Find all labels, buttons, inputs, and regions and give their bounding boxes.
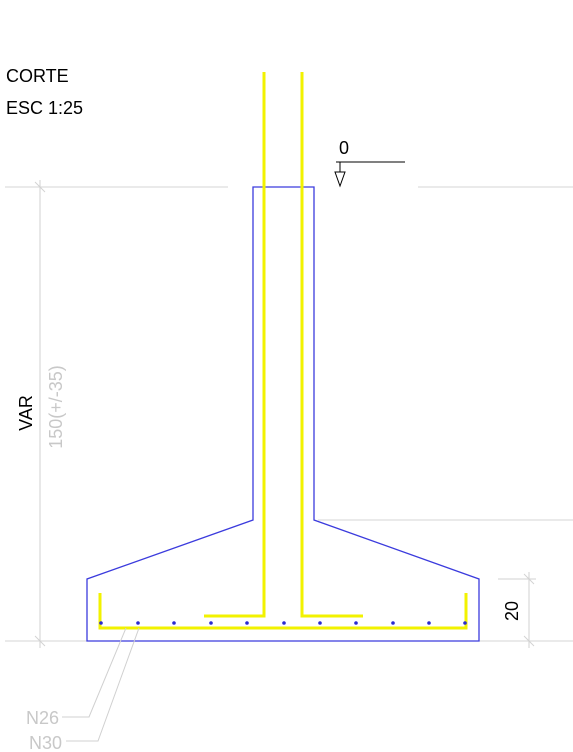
rebar-dot [318,621,322,625]
rebar-dot [209,621,213,625]
rebar-dot [282,621,286,625]
leader-line-first [62,627,127,718]
base-thickness-dimension [498,572,536,648]
rebar-wall-left [204,72,266,618]
height-dimension [34,180,46,648]
reference-lines [5,186,573,642]
rebar-dot [136,621,140,625]
rebar-base-bottom [98,593,468,630]
rebar-wall-right [300,72,363,618]
height-dimension-tick-bottom [34,635,46,647]
rebar-dot [172,621,176,625]
rebar-label-second: N30 [29,733,62,752]
rebar-dot [354,621,358,625]
rebar-dot [99,621,103,625]
concrete-section-outline [86,186,480,642]
rebar-dot [245,621,249,625]
rebar-label-first: N26 [26,708,59,728]
height-dimension-tick-top [34,181,46,193]
level-marker [334,161,405,188]
rebar-dot [463,621,467,625]
title-line-1: CORTE [6,66,69,86]
leader-line-second [66,627,140,742]
height-label-secondary: 150(+/-35) [46,365,66,449]
title-line-2: ESC 1:25 [6,98,83,118]
level-marker-label: 0 [339,138,349,158]
rebar-dot [427,621,431,625]
rebar-leaders [62,627,140,742]
base-dimension-tick-bottom [523,635,535,647]
level-marker-triangle-icon [334,171,346,188]
height-label-primary: VAR [16,395,36,431]
base-dimension-tick-top [523,573,535,585]
rebar-dot [391,621,395,625]
base-thickness-label: 20 [502,601,522,621]
rebar-group [98,72,468,630]
rebar-dots [99,621,467,625]
